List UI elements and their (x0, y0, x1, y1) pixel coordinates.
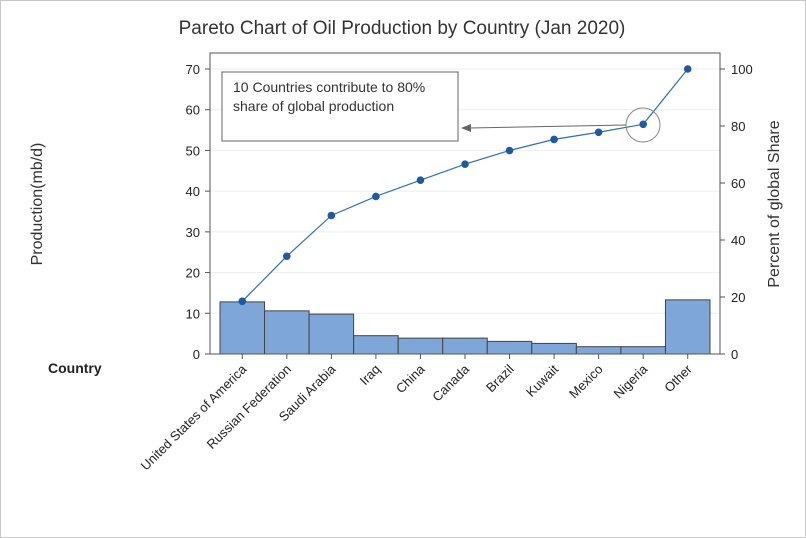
cumulative-point (683, 65, 692, 73)
cumulative-point (327, 211, 336, 220)
category-label: Other (661, 361, 695, 395)
annotation-line-2: share of global production (233, 98, 394, 114)
annotation-box (221, 71, 459, 142)
bar (486, 340, 533, 355)
y-tick-label: 40 (186, 184, 200, 199)
y-tick-label: 30 (186, 225, 200, 240)
y-tick-label: 20 (186, 266, 200, 281)
annotation-arrow-shaft (469, 124, 627, 129)
y-tick-label: 70 (186, 62, 200, 77)
cumulative-point (639, 120, 647, 129)
cumulative-point (550, 135, 558, 144)
cumulative-line (238, 65, 692, 306)
bar (219, 301, 266, 355)
category-label: Kuwait (523, 361, 561, 399)
cumulative-point (283, 252, 291, 261)
y-tick-label: 50 (186, 143, 200, 158)
y-tick-label: 0 (193, 347, 200, 362)
cumulative-point (238, 297, 247, 306)
category-label: Iraq (357, 362, 383, 388)
bar (308, 313, 355, 355)
category-label: China (393, 361, 428, 396)
bar (575, 346, 622, 355)
category-label: Brazil (483, 361, 517, 395)
category-label: Mexico (566, 362, 606, 402)
y-tick-label: 60 (186, 103, 200, 118)
y2-tick-label: 20 (731, 290, 745, 305)
bar (442, 337, 488, 355)
category-label: Russian Federation (204, 362, 294, 452)
bar (531, 342, 577, 355)
y2-tick-label: 0 (731, 347, 738, 362)
y-axis-label: Production(mb/d) (29, 143, 46, 266)
cumulative-point (594, 128, 603, 137)
cumulative-point (372, 192, 380, 201)
annotation-arrow-head (461, 124, 471, 132)
y2-axis-label: Percent of global Share (766, 120, 783, 287)
bar (620, 346, 666, 355)
y-tick-label: 10 (186, 306, 200, 321)
category-label: Nigeria (611, 361, 651, 401)
bars (219, 299, 711, 355)
y2-tick-label: 80 (731, 119, 745, 134)
cumulative-point (416, 176, 425, 184)
x-axis-label: Country (48, 360, 102, 376)
bar (397, 337, 444, 355)
category-label: Canada (429, 361, 472, 404)
bar (664, 299, 711, 355)
bar (353, 335, 399, 355)
axis-ticks: 0 10 20 30 40 50 60 70 0 20 40 60 80 100 (186, 62, 753, 362)
cumulative-point (461, 160, 469, 168)
cumulative-point (505, 146, 514, 155)
bar (264, 310, 310, 355)
y2-tick-label: 40 (731, 233, 745, 248)
annotation: 10 Countries contribute to 80% share of … (221, 71, 661, 143)
chart-title: Pareto Chart of Oil Production by Countr… (179, 18, 626, 39)
y2-tick-label: 60 (731, 176, 745, 191)
annotation-line-1: 10 Countries contribute to 80% (233, 79, 425, 95)
y2-tick-label: 100 (731, 62, 753, 77)
